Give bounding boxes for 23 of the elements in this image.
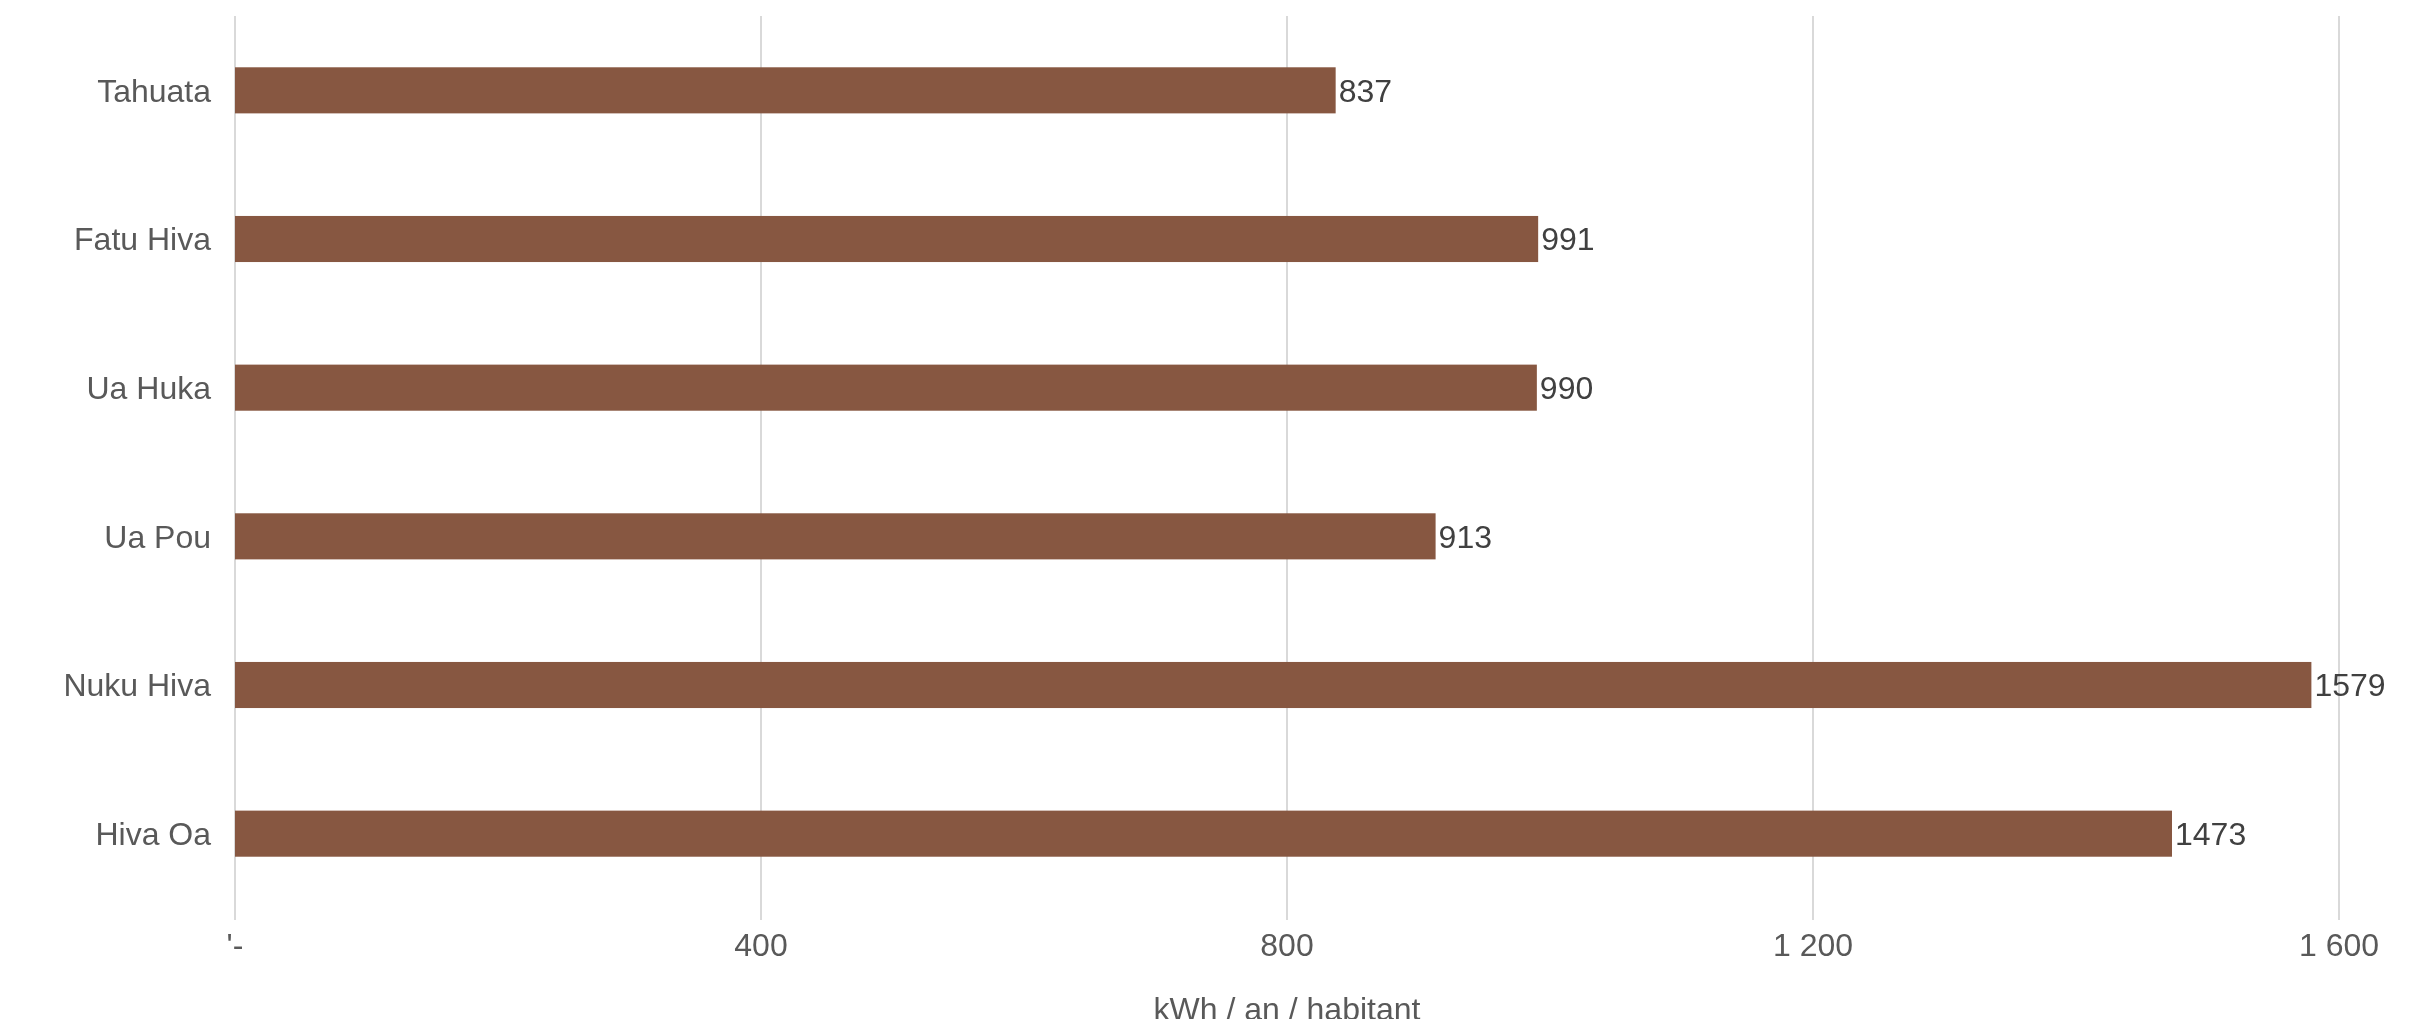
data-label: 990 (1539, 369, 1594, 406)
bar (235, 661, 2312, 709)
bar (235, 810, 2172, 857)
data-label: 837 (1338, 72, 1393, 109)
x-tick-label: 800 (1260, 927, 1314, 963)
y-tick-label: Tahuata (97, 72, 212, 109)
data-label: 991 (1541, 221, 1595, 258)
data-label: 1579 (2314, 667, 2386, 704)
bar (235, 215, 1539, 263)
y-tick-label: Ua Pou (104, 518, 211, 555)
x-tick-label: 400 (734, 927, 788, 963)
data-label: 913 (1438, 518, 1492, 555)
y-tick-label: Hiva Oa (95, 815, 212, 852)
bar (235, 67, 1336, 114)
bar (235, 513, 1436, 560)
x-tick-label: 1 600 (2298, 927, 2380, 963)
y-tick-label: Fatu Hiva (74, 221, 212, 258)
data-label: 1473 (2175, 815, 2247, 852)
y-tick-label: Nuku Hiva (63, 667, 212, 704)
x-tick-label: 1 200 (1772, 927, 1854, 963)
y-tick-label: Ua Huka (86, 369, 212, 406)
x-tick-label: '- (226, 927, 244, 963)
bar (235, 364, 1537, 411)
